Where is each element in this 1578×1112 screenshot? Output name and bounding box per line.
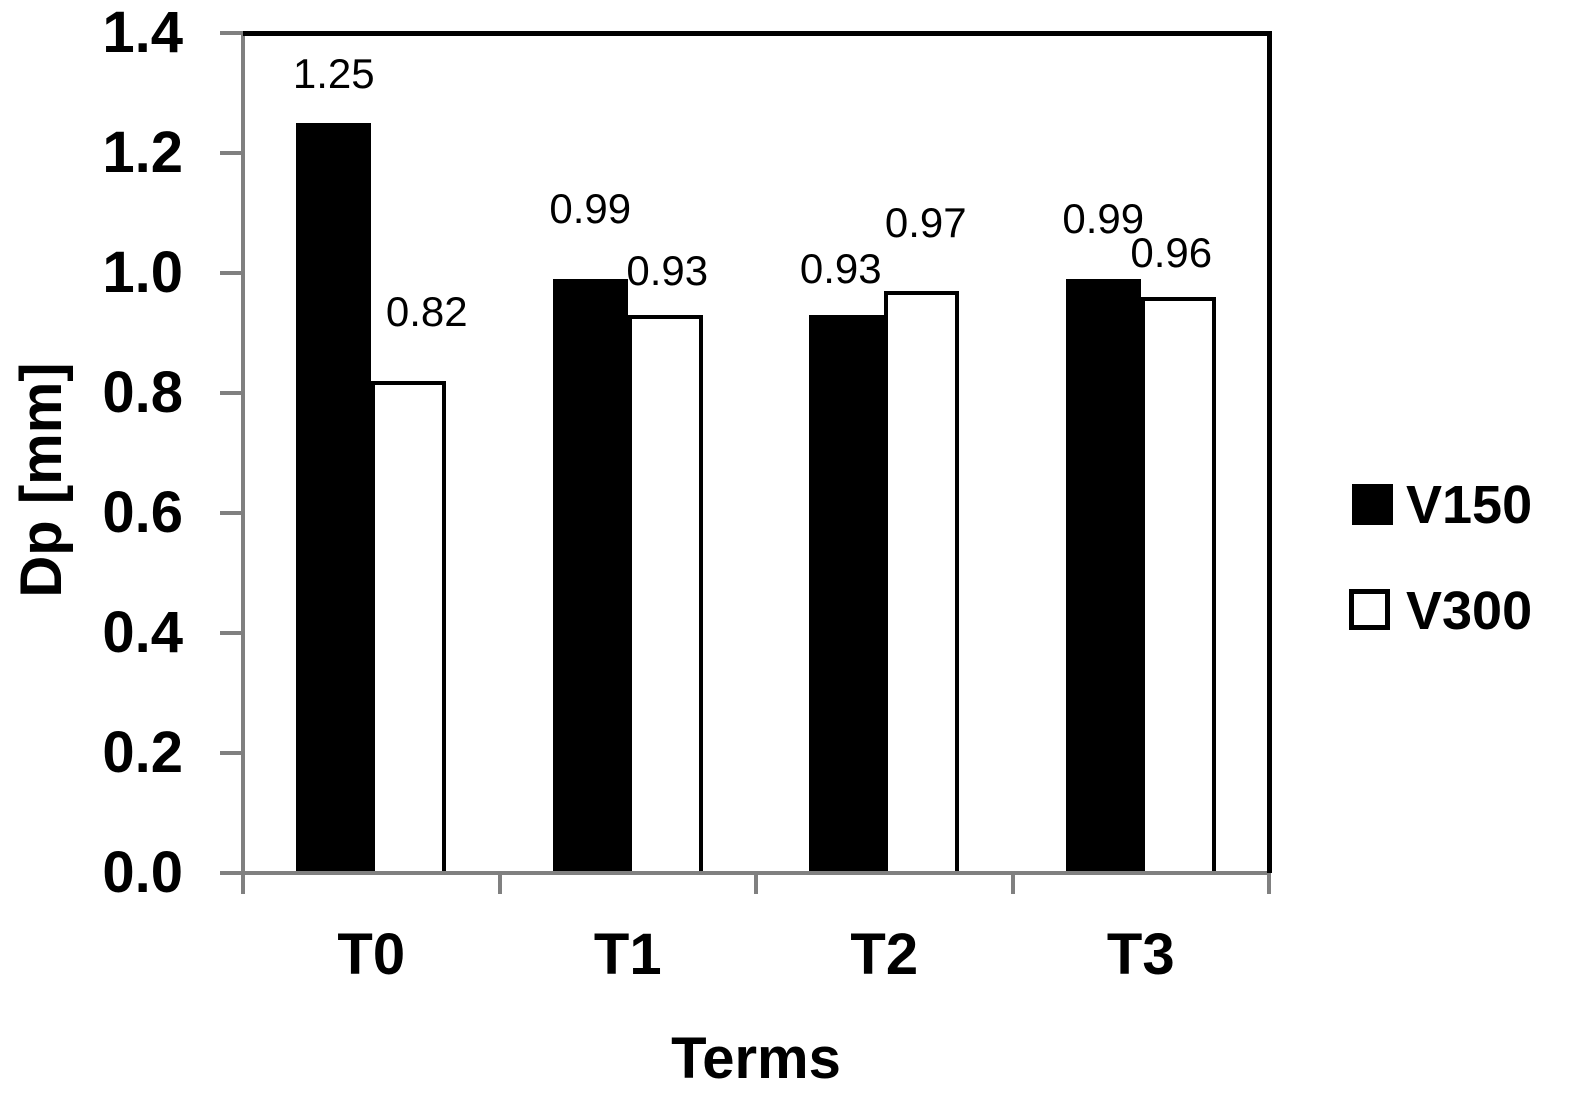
y-tick-label: 1.0 — [102, 240, 183, 305]
bar-v150-t2 — [809, 315, 885, 871]
bar-v300-t0 — [371, 381, 447, 871]
data-label-v150-t0: 1.25 — [292, 50, 375, 97]
y-tick-label: 0.0 — [102, 840, 183, 905]
data-label-v300-t3: 0.96 — [1130, 229, 1213, 276]
data-label-v300-t1: 0.93 — [626, 247, 709, 294]
y-axis-line — [241, 33, 245, 893]
plot-border-right — [1267, 31, 1272, 873]
x-axis-title: Terms — [671, 1026, 841, 1091]
y-tick-mark — [220, 31, 243, 35]
x-tick-mark — [241, 875, 245, 894]
data-label-v300-t2: 0.97 — [884, 199, 967, 246]
bar-v150-t3 — [1065, 279, 1141, 871]
y-tick-mark — [220, 871, 243, 875]
bar-v150-t0 — [296, 123, 372, 871]
bar-v150-t1 — [552, 279, 628, 871]
y-tick-label: 0.2 — [102, 720, 183, 785]
y-tick-mark — [220, 151, 243, 155]
y-tick-mark — [220, 391, 243, 395]
y-tick-mark — [220, 631, 243, 635]
y-tick-label: 0.6 — [102, 480, 183, 545]
plot-border-top — [243, 31, 1272, 36]
x-tick-mark — [754, 875, 758, 894]
x-tick-mark — [1267, 875, 1271, 894]
data-label-v150-t3: 0.99 — [1062, 195, 1145, 242]
data-label-v300-t0: 0.82 — [385, 288, 468, 335]
x-tick-mark — [497, 875, 502, 894]
y-tick-label: 0.8 — [102, 360, 183, 425]
category-label-t1: T1 — [593, 922, 662, 987]
bar-v300-t3 — [1140, 297, 1216, 871]
legend-swatch-v150 — [1352, 484, 1393, 525]
data-label-v150-t1: 0.99 — [549, 185, 632, 232]
y-tick-label: 1.2 — [102, 120, 183, 185]
y-tick-mark — [220, 511, 243, 515]
x-axis-line — [220, 871, 1271, 875]
category-label-t0: T0 — [337, 922, 406, 987]
data-label-v150-t2: 0.93 — [799, 245, 882, 292]
legend: V150 V300 — [1340, 460, 1578, 680]
bar-v300-t2 — [884, 291, 960, 871]
category-label-t3: T3 — [1106, 922, 1175, 987]
category-label-t2: T2 — [850, 922, 919, 987]
y-tick-label: 1.4 — [102, 0, 183, 65]
y-tick-label: 0.4 — [102, 600, 183, 665]
legend-label-v300: V300 — [1406, 581, 1533, 641]
legend-label-v150: V150 — [1406, 475, 1533, 535]
y-tick-mark — [220, 271, 243, 275]
x-tick-mark — [1010, 875, 1015, 894]
legend-swatch-v300 — [1349, 589, 1390, 630]
bar-v300-t1 — [627, 315, 703, 871]
y-tick-mark — [220, 751, 243, 755]
